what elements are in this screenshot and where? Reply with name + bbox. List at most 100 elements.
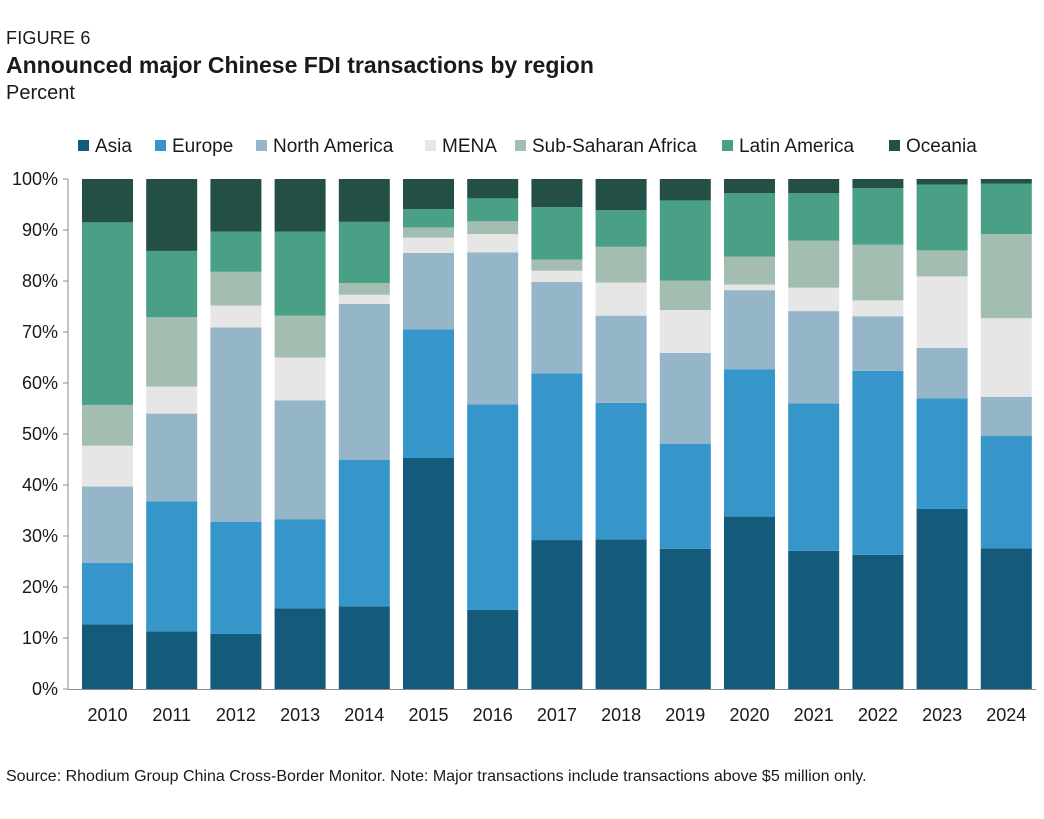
bar-segment-oceania — [531, 179, 583, 208]
bar-segment-latin-america — [146, 250, 198, 318]
y-tick-label: 60% — [22, 373, 58, 393]
source-note: Source: Rhodium Group China Cross-Border… — [6, 768, 867, 785]
bar-segment-sub-saharan-africa — [916, 250, 968, 277]
bar-segment-asia — [916, 508, 968, 689]
legend-swatch — [722, 140, 733, 151]
bar-segment-latin-america — [916, 184, 968, 251]
bar-segment-oceania — [274, 179, 326, 232]
legend-item: Latin America — [722, 136, 855, 157]
legend-label: Europe — [172, 136, 233, 157]
bar-segment-latin-america — [274, 231, 326, 316]
bar-stack-2021 — [788, 179, 840, 689]
bar-segment-north-america — [403, 252, 454, 330]
y-tick-label: 100% — [12, 169, 58, 189]
x-tick-label: 2021 — [794, 705, 834, 725]
bar-stack-2016 — [467, 179, 519, 689]
bar-stack-2023 — [916, 179, 968, 689]
legend-label: Oceania — [906, 136, 977, 157]
bar-segment-sub-saharan-africa — [338, 283, 390, 295]
chart-legend: Asia Europe North America MENA Sub-Saharan A… — [78, 136, 977, 157]
bar-segment-oceania — [210, 179, 262, 232]
legend-item: Asia — [78, 136, 132, 157]
bar-segment-sub-saharan-africa — [852, 244, 904, 301]
bar-segment-oceania — [916, 179, 968, 185]
bar-segment-mena — [403, 237, 454, 253]
bar-segment-oceania — [467, 179, 519, 199]
x-tick-label: 2015 — [408, 705, 448, 725]
bar-segment-oceania — [788, 179, 840, 194]
bar-segment-oceania — [146, 179, 198, 251]
bar-segment-north-america — [659, 352, 711, 444]
bar-segment-europe — [595, 402, 647, 540]
legend-item: North America — [256, 136, 394, 157]
bar-segment-europe — [338, 460, 390, 607]
bar-segment-sub-saharan-africa — [595, 246, 647, 283]
bar-stack-2022 — [852, 179, 904, 689]
bar-segment-north-america — [82, 486, 133, 564]
bar-segment-asia — [338, 606, 390, 689]
bar-segment-europe — [210, 521, 262, 634]
bar-segment-mena — [467, 234, 519, 253]
bar-segment-oceania — [659, 179, 711, 201]
legend-item: Oceania — [889, 136, 977, 157]
y-tick-label: 30% — [22, 526, 58, 546]
figure-label: FIGURE 6 — [6, 28, 91, 48]
bar-segment-asia — [531, 540, 583, 689]
plot-area — [82, 179, 1032, 689]
x-tick-label: 2012 — [216, 705, 256, 725]
bar-segment-north-america — [980, 396, 1032, 437]
bar-stack-2010 — [82, 179, 133, 689]
bar-segment-latin-america — [531, 207, 583, 260]
bar-segment-north-america — [531, 282, 583, 374]
bar-segment-sub-saharan-africa — [788, 240, 840, 288]
legend-label: MENA — [442, 136, 497, 157]
bar-segment-sub-saharan-africa — [146, 317, 198, 387]
x-tick-label: 2020 — [729, 705, 769, 725]
bar-segment-asia — [788, 550, 840, 689]
bar-segment-europe — [467, 404, 519, 610]
bar-segment-europe — [659, 443, 711, 549]
bar-segment-mena — [852, 300, 904, 317]
bar-segment-latin-america — [659, 200, 711, 281]
bar-stack-2015 — [403, 179, 454, 689]
chart-title: Announced major Chinese FDI transactions… — [6, 52, 594, 78]
bar-stack-2013 — [274, 179, 326, 689]
y-tick-label: 80% — [22, 271, 58, 291]
bar-segment-latin-america — [852, 188, 904, 245]
bar-segment-latin-america — [980, 183, 1032, 235]
bar-segment-north-america — [210, 327, 262, 522]
legend-swatch — [155, 140, 166, 151]
bar-segment-mena — [146, 386, 198, 414]
x-tick-label: 2010 — [87, 705, 127, 725]
x-tick-label: 2016 — [473, 705, 513, 725]
bar-stack-2011 — [146, 179, 198, 689]
bar-segment-oceania — [724, 179, 775, 194]
legend-item: MENA — [425, 136, 497, 157]
bar-stack-2018 — [595, 179, 647, 689]
x-tick-label: 2018 — [601, 705, 641, 725]
bar-segment-asia — [403, 457, 454, 689]
bar-segment-mena — [82, 445, 133, 487]
legend-swatch — [256, 140, 267, 151]
x-tick-label: 2019 — [665, 705, 705, 725]
legend-label: North America — [273, 136, 394, 157]
bar-segment-latin-america — [403, 209, 454, 228]
bar-segment-sub-saharan-africa — [531, 259, 583, 271]
legend-label: Asia — [95, 136, 132, 157]
y-tick-label: 40% — [22, 475, 58, 495]
legend-swatch — [78, 140, 89, 151]
bar-segment-sub-saharan-africa — [659, 280, 711, 311]
legend-label: Sub-Saharan Africa — [532, 136, 697, 157]
bar-segment-asia — [852, 554, 904, 689]
bar-segment-europe — [531, 373, 583, 541]
legend-swatch — [889, 140, 900, 151]
x-tick-label: 2014 — [344, 705, 384, 725]
y-tick-label: 50% — [22, 424, 58, 444]
bar-segment-europe — [724, 369, 775, 517]
y-tick-label: 90% — [22, 220, 58, 240]
bar-segment-mena — [338, 294, 390, 304]
bar-segment-asia — [210, 633, 262, 689]
bar-segment-mena — [531, 270, 583, 283]
bar-segment-latin-america — [595, 210, 647, 247]
bar-segment-oceania — [980, 179, 1032, 184]
